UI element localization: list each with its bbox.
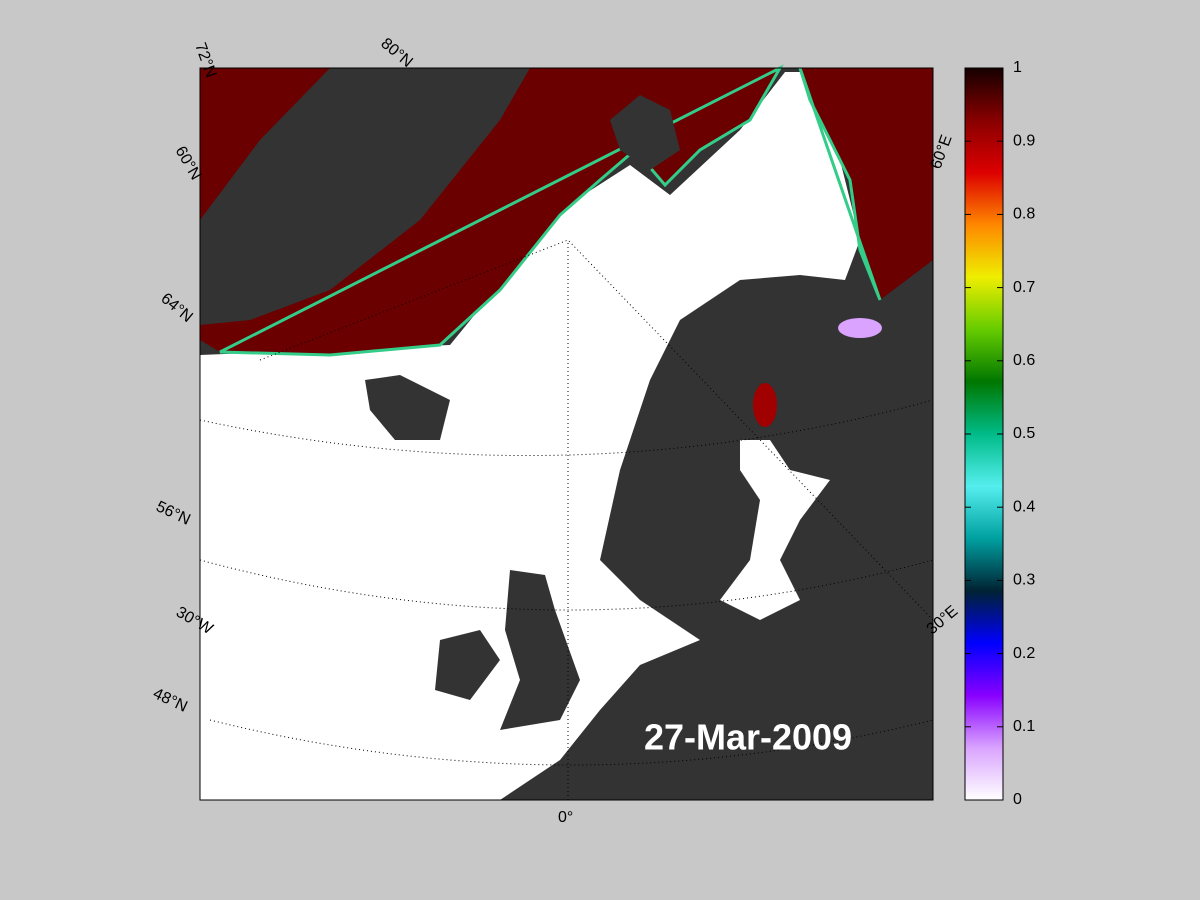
graticule [199,239,934,800]
colorbar: 0 0.1 0.2 0.3 0.4 0.5 0.6 0.7 0.8 0.9 1 [964,59,1035,808]
tick-label: 0.7 [1013,279,1035,296]
barents-ice [800,68,933,300]
parallel [209,719,934,766]
map: 27-Mar-2009 [199,64,934,801]
greenland [200,68,530,325]
map-frame [199,67,934,801]
lon-label: 0° [558,809,573,826]
tick-label: 0.2 [1013,645,1035,662]
tick-label: 0 [1013,791,1022,808]
barents-ice-edge [798,67,882,301]
bothnia-ice [753,383,777,427]
parallel [199,559,934,611]
iceland [365,375,450,440]
tick-label: 0.5 [1013,425,1035,442]
tick-label: 0.1 [1013,718,1035,735]
tick-label: 0.6 [1013,352,1035,369]
white-sea-ice [838,318,882,338]
great-britain [500,570,580,730]
tick-label: 0.3 [1013,572,1035,589]
tick-label: 0.9 [1013,132,1035,149]
svalbard [610,95,680,170]
date-label: 27-Mar-2009 [644,717,852,758]
tick-label: 0.4 [1013,498,1035,515]
tick-label: 0.8 [1013,206,1035,223]
colorbar-scale [964,67,1004,801]
ireland [435,630,500,700]
baltic-sea [720,440,830,620]
ice-edge [219,64,784,357]
tick-label: 1 [1013,59,1022,76]
ocean [200,72,860,800]
